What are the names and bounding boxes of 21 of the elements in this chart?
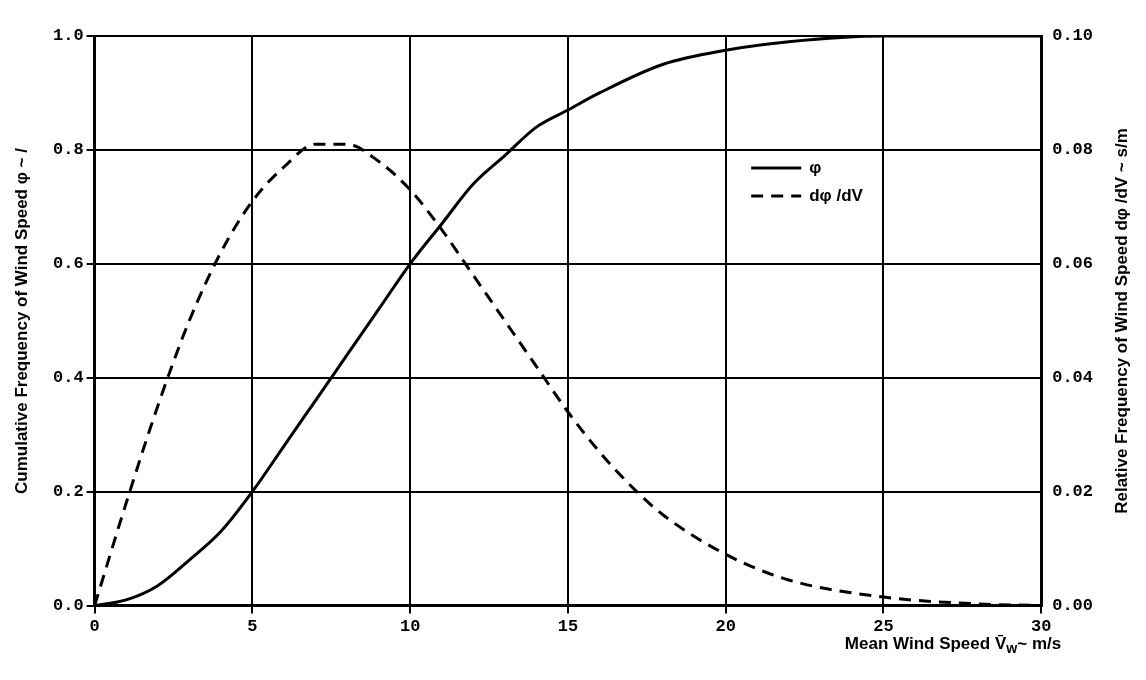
- y2-tick-label: 0.00: [1052, 595, 1094, 615]
- x-tick-label: 5: [247, 617, 258, 637]
- legend-label: dφ /dV: [809, 185, 864, 205]
- y-tick-label: 0.0: [53, 595, 84, 615]
- y-axis-title: Cumulative Frequency of Wind Speed φ ~ /: [12, 147, 32, 494]
- y2-tick-label: 0.06: [1052, 254, 1094, 274]
- y-tick-label: 1.0: [53, 26, 84, 46]
- y-tick-label: 0.2: [53, 481, 84, 501]
- y2-axis-title: Relative Frequency of Wind Speed dφ /dV ~ s/m: [1112, 127, 1132, 514]
- y-tick-label: 0.4: [53, 368, 84, 388]
- y-tick-label: 0.8: [53, 140, 84, 160]
- x-tick-label: 10: [399, 617, 421, 637]
- y2-tick-label: 0.08: [1052, 140, 1094, 160]
- x-tick-label: 20: [715, 617, 736, 637]
- x-tick-label: 0: [89, 617, 100, 637]
- legend-label: φ: [809, 157, 822, 177]
- y2-tick-label: 0.10: [1052, 26, 1094, 46]
- y-tick-label: 0.6: [53, 254, 84, 274]
- x-tick-label: 15: [557, 617, 579, 637]
- y2-tick-label: 0.02: [1052, 481, 1094, 501]
- y2-tick-label: 0.04: [1052, 368, 1094, 388]
